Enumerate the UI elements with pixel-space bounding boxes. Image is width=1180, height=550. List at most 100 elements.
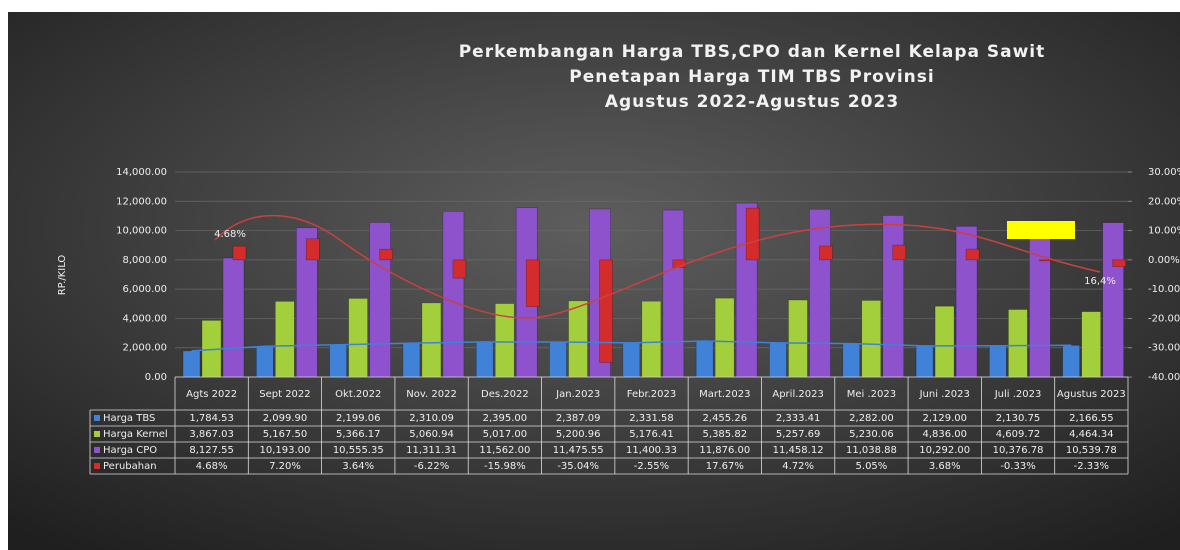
y-axis-label: RP./KILO bbox=[57, 255, 68, 296]
y2-tick-label: -10.00% bbox=[1148, 284, 1180, 295]
table-cell: 4.72% bbox=[782, 461, 814, 472]
tbs-line bbox=[191, 340, 1072, 352]
bar bbox=[1112, 259, 1126, 267]
table-cell: 7.20% bbox=[269, 461, 301, 472]
table-cell: 3.68% bbox=[929, 461, 961, 472]
table-cell: 5,230.06 bbox=[849, 429, 894, 440]
bar bbox=[641, 300, 662, 378]
bar bbox=[421, 302, 442, 378]
bar bbox=[275, 301, 295, 378]
bar bbox=[306, 238, 320, 261]
x-tick-label: Nov. 2022 bbox=[406, 389, 457, 400]
legend-swatch bbox=[94, 431, 100, 437]
x-tick-label: Okt.2022 bbox=[335, 389, 381, 400]
table-cell: 2,199.06 bbox=[336, 413, 381, 424]
table-cell: 8,127.55 bbox=[189, 445, 234, 456]
legend-label: Harga TBS bbox=[103, 413, 155, 424]
bar bbox=[379, 248, 393, 261]
bar bbox=[348, 298, 368, 378]
bar bbox=[369, 222, 391, 378]
table-cell: -2.33% bbox=[1074, 461, 1109, 472]
table-cell: 4.68% bbox=[196, 461, 228, 472]
table-cell: 11,475.55 bbox=[553, 445, 604, 456]
bar bbox=[714, 297, 735, 378]
trend-line bbox=[214, 214, 1101, 319]
bar bbox=[788, 299, 808, 378]
bar bbox=[525, 259, 540, 307]
table-cell: 2,310.09 bbox=[409, 413, 454, 424]
legend-swatch bbox=[94, 463, 100, 469]
table-cell: 4,464.34 bbox=[1069, 429, 1114, 440]
bar bbox=[599, 259, 613, 363]
bar bbox=[934, 305, 955, 378]
bar bbox=[232, 245, 247, 261]
y2-tick-label: 10.00% bbox=[1148, 226, 1180, 237]
y2-tick-label: 20.00% bbox=[1148, 196, 1180, 207]
y-tick-label: 14,000.00 bbox=[116, 167, 167, 178]
annotation: 16,4% bbox=[1084, 276, 1116, 287]
table-cell: 11,038.88 bbox=[846, 445, 897, 456]
bar bbox=[1039, 259, 1053, 262]
y-tick-label: 0.00 bbox=[145, 372, 167, 383]
table-cell: 17.67% bbox=[706, 461, 744, 472]
table-cell: 10,292.00 bbox=[919, 445, 970, 456]
bar bbox=[475, 341, 494, 378]
table-cell: 5,385.82 bbox=[703, 429, 748, 440]
table-cell: 2,395.00 bbox=[483, 413, 528, 424]
table-cell: -35.04% bbox=[557, 461, 599, 472]
bar bbox=[842, 343, 861, 378]
bar bbox=[222, 257, 245, 378]
x-tick-label: April.2023 bbox=[772, 389, 823, 400]
bar bbox=[402, 342, 421, 378]
table-cell: 10,555.35 bbox=[333, 445, 384, 456]
table-cell: 3.64% bbox=[342, 461, 374, 472]
legend-swatch bbox=[94, 415, 100, 421]
table-cell: 2,455.26 bbox=[703, 413, 748, 424]
table-cell: 11,876.00 bbox=[699, 445, 750, 456]
x-tick-label: Agts 2022 bbox=[186, 389, 237, 400]
table-cell: 1,784.53 bbox=[189, 413, 234, 424]
table-cell: 5,017.00 bbox=[483, 429, 528, 440]
bar bbox=[442, 211, 465, 378]
bar bbox=[695, 340, 714, 378]
y-tick-label: 6,000.00 bbox=[122, 284, 167, 295]
bar bbox=[809, 208, 831, 378]
x-tick-label: Sept 2022 bbox=[259, 389, 310, 400]
table-cell: 2,166.55 bbox=[1069, 413, 1114, 424]
table-cell: 2,331.58 bbox=[629, 413, 674, 424]
y2-tick-label: -30.00% bbox=[1148, 343, 1180, 354]
x-tick-label: Juli .2023 bbox=[994, 389, 1042, 400]
bar bbox=[965, 248, 980, 261]
bar bbox=[256, 345, 274, 378]
bar bbox=[452, 259, 467, 279]
table-cell: 4,836.00 bbox=[922, 429, 967, 440]
y-tick-label: 12,000.00 bbox=[116, 196, 167, 207]
bar bbox=[182, 350, 201, 378]
table-cell: 3,867.03 bbox=[189, 429, 234, 440]
table-cell: 2,282.00 bbox=[849, 413, 894, 424]
x-tick-label: Des.2022 bbox=[481, 389, 529, 400]
table-cell: 10,193.00 bbox=[260, 445, 311, 456]
y2-tick-label: 30.00% bbox=[1148, 167, 1180, 178]
bar bbox=[1081, 311, 1101, 378]
legend-label: Perubahan bbox=[103, 461, 157, 472]
x-tick-label: Agustus 2023 bbox=[1057, 389, 1126, 400]
legend-swatch bbox=[94, 447, 100, 453]
table-cell: 2,129.00 bbox=[922, 413, 967, 424]
table-cell: -6.22% bbox=[414, 461, 449, 472]
annotation: 4.68% bbox=[214, 229, 246, 240]
x-tick-label: Mei .2023 bbox=[847, 389, 896, 400]
table-cell: 11,311.31 bbox=[406, 445, 457, 456]
bar bbox=[1062, 344, 1080, 378]
table-cell: 5,200.96 bbox=[556, 429, 601, 440]
bar bbox=[861, 300, 882, 378]
table-cell: 5,167.50 bbox=[263, 429, 308, 440]
table-cell: 5,257.69 bbox=[776, 429, 821, 440]
chart-title: Penetapan Harga TIM TBS Provinsi bbox=[569, 67, 934, 87]
bar bbox=[568, 300, 588, 378]
y-tick-label: 10,000.00 bbox=[116, 226, 167, 237]
table-cell: 5.05% bbox=[856, 461, 888, 472]
table-cell: 5,176.41 bbox=[629, 429, 674, 440]
legend-label: Harga CPO bbox=[103, 445, 157, 456]
